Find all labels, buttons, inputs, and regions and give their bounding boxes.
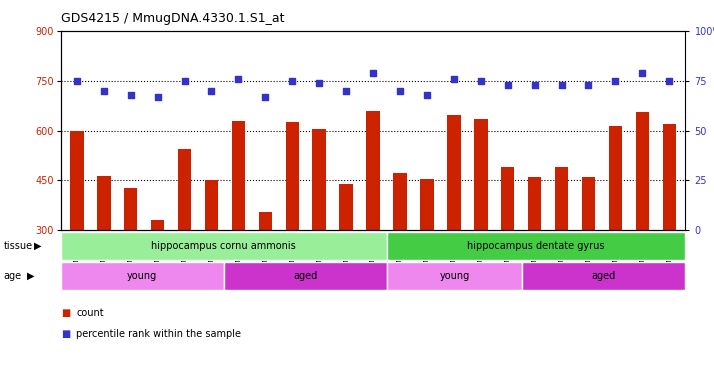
Text: ■: ■ — [61, 329, 70, 339]
Point — [367, 70, 378, 76]
Text: tissue: tissue — [4, 241, 33, 251]
Bar — [97, 177, 111, 230]
Text: young: young — [127, 271, 157, 281]
Bar — [223, 262, 387, 290]
Bar — [555, 167, 568, 230]
Bar — [61, 262, 223, 290]
Point — [313, 79, 325, 86]
Point — [206, 88, 217, 94]
Bar — [313, 129, 326, 230]
Bar — [474, 119, 488, 230]
Text: aged: aged — [293, 271, 317, 281]
Point — [286, 78, 298, 84]
Bar — [70, 131, 84, 230]
Point — [529, 81, 540, 88]
Point — [260, 94, 271, 100]
Text: GDS4215 / MmugDNA.4330.1.S1_at: GDS4215 / MmugDNA.4330.1.S1_at — [61, 12, 284, 25]
Bar — [387, 232, 685, 260]
Point — [421, 91, 433, 98]
Text: ▶: ▶ — [34, 241, 42, 251]
Point — [233, 76, 244, 82]
Bar — [635, 112, 649, 230]
Point — [583, 81, 594, 88]
Text: age: age — [4, 271, 21, 281]
Point — [152, 94, 164, 100]
Bar — [205, 180, 218, 230]
Point — [341, 88, 352, 94]
Point — [475, 78, 486, 84]
Text: count: count — [76, 308, 104, 318]
Bar — [663, 124, 676, 230]
Point — [394, 88, 406, 94]
Text: ■: ■ — [61, 308, 70, 318]
Bar — [609, 126, 622, 230]
Text: percentile rank within the sample: percentile rank within the sample — [76, 329, 241, 339]
Point — [637, 70, 648, 76]
Point — [556, 81, 568, 88]
Bar — [231, 121, 245, 230]
Point — [98, 88, 109, 94]
Bar — [124, 188, 137, 230]
Point — [610, 78, 621, 84]
Point — [663, 78, 675, 84]
Text: hippocampus dentate gyrus: hippocampus dentate gyrus — [467, 241, 605, 251]
Bar — [178, 149, 191, 230]
Bar — [523, 262, 685, 290]
Text: hippocampus cornu ammonis: hippocampus cornu ammonis — [151, 241, 296, 251]
Bar — [286, 122, 299, 230]
Bar — [61, 232, 387, 260]
Text: young: young — [439, 271, 470, 281]
Bar — [501, 167, 515, 230]
Point — [502, 81, 513, 88]
Text: aged: aged — [592, 271, 616, 281]
Bar — [151, 220, 164, 230]
Point — [178, 78, 190, 84]
Bar — [366, 111, 380, 230]
Bar — [582, 177, 595, 230]
Point — [71, 78, 83, 84]
Point — [448, 76, 460, 82]
Point — [125, 91, 136, 98]
Text: ▶: ▶ — [27, 271, 35, 281]
Bar — [528, 177, 541, 230]
Bar — [339, 184, 353, 230]
Bar — [421, 179, 433, 230]
Bar — [447, 114, 461, 230]
Bar — [258, 212, 272, 230]
Bar — [387, 262, 523, 290]
Bar — [393, 173, 407, 230]
